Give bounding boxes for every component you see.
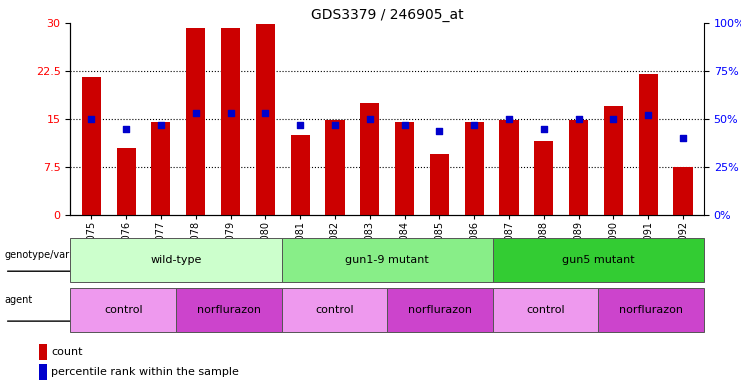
- Bar: [395, 122, 414, 215]
- Point: [225, 110, 236, 116]
- Bar: [116, 148, 136, 215]
- Point: [677, 135, 689, 141]
- Point: [468, 122, 480, 128]
- Bar: [256, 24, 275, 215]
- Bar: [604, 106, 623, 215]
- Point: [573, 116, 585, 122]
- Point: [190, 110, 202, 116]
- Point: [155, 122, 167, 128]
- Point: [364, 116, 376, 122]
- Bar: [39, 344, 47, 360]
- Point: [608, 116, 619, 122]
- Bar: [186, 28, 205, 215]
- Point: [294, 122, 306, 128]
- Point: [120, 126, 132, 132]
- Point: [85, 116, 97, 122]
- Point: [433, 127, 445, 134]
- Bar: [221, 28, 240, 215]
- Text: count: count: [51, 347, 83, 357]
- Bar: [674, 167, 693, 215]
- Text: wild-type: wild-type: [150, 255, 202, 265]
- Text: control: control: [526, 305, 565, 315]
- Text: percentile rank within the sample: percentile rank within the sample: [51, 367, 239, 377]
- Text: gun5 mutant: gun5 mutant: [562, 255, 635, 265]
- Text: control: control: [104, 305, 142, 315]
- Text: norflurazon: norflurazon: [408, 305, 472, 315]
- Text: norflurazon: norflurazon: [197, 305, 261, 315]
- Bar: [465, 122, 484, 215]
- Bar: [360, 103, 379, 215]
- Text: agent: agent: [5, 295, 33, 305]
- Bar: [82, 78, 101, 215]
- Bar: [325, 120, 345, 215]
- Text: genotype/variation: genotype/variation: [5, 250, 98, 260]
- Bar: [569, 120, 588, 215]
- Bar: [499, 120, 519, 215]
- Bar: [290, 135, 310, 215]
- Bar: [639, 74, 658, 215]
- Point: [259, 110, 271, 116]
- Title: GDS3379 / 246905_at: GDS3379 / 246905_at: [311, 8, 463, 22]
- Bar: [534, 141, 554, 215]
- Point: [503, 116, 515, 122]
- Text: norflurazon: norflurazon: [619, 305, 683, 315]
- Bar: [151, 122, 170, 215]
- Point: [538, 126, 550, 132]
- Point: [642, 112, 654, 118]
- Point: [329, 122, 341, 128]
- Point: [399, 122, 411, 128]
- Bar: [39, 364, 47, 380]
- Text: control: control: [315, 305, 353, 315]
- Bar: [430, 154, 449, 215]
- Text: gun1-9 mutant: gun1-9 mutant: [345, 255, 429, 265]
